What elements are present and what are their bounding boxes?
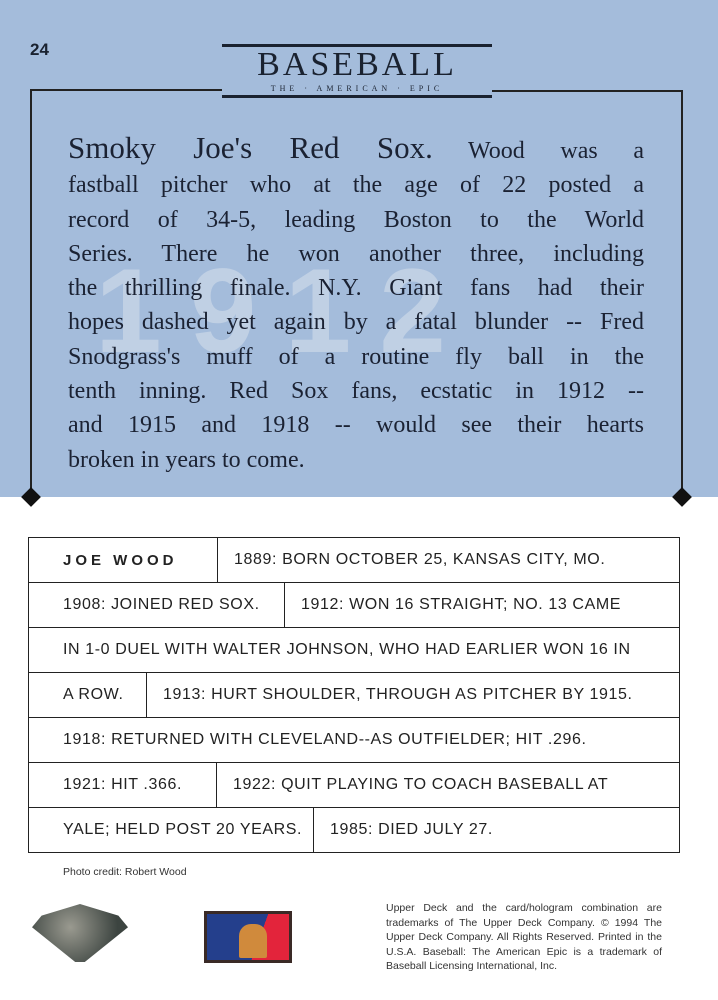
- player-name: JOE WOOD: [63, 551, 178, 569]
- story-line: hopes dashed yet again by a fatal blunde…: [68, 309, 644, 336]
- timeline-cell: IN 1-0 DUEL WITH WALTER JOHNSON, WHO HAD…: [63, 641, 631, 658]
- timeline-cell: 1918: RETURNED WITH CLEVELAND--AS OUTFIE…: [63, 731, 587, 748]
- year-watermark: 1912: [95, 244, 474, 378]
- timeline-cell: 1921: HIT .366.: [63, 776, 182, 793]
- story-line: the thrilling finale. N.Y. Giant fans ha…: [68, 275, 644, 302]
- story-line: Wood was a: [432, 138, 644, 164]
- timeline-row: JOE WOOD 1889: BORN OCTOBER 25, KANSAS C…: [29, 538, 679, 583]
- timeline-row: 1921: HIT .366. 1922: QUIT PLAYING TO CO…: [29, 763, 679, 808]
- frame-line-left: [30, 89, 222, 91]
- timeline-cell: A ROW.: [63, 686, 124, 703]
- baseball-logo: BASEBALL THE · AMERICAN · EPIC: [220, 44, 494, 104]
- timeline-row: IN 1-0 DUEL WITH WALTER JOHNSON, WHO HAD…: [29, 628, 679, 673]
- story-line: broken in years to come.: [68, 446, 305, 473]
- timeline-cell: 1913: HURT SHOULDER, THROUGH AS PITCHER …: [146, 673, 679, 717]
- timeline-row: 1908: JOINED RED SOX. 1912: WON 16 STRAI…: [29, 583, 679, 628]
- story-line: record of 34-5, leading Boston to the Wo…: [68, 206, 644, 233]
- timeline-cell: YALE; HELD POST 20 YEARS.: [63, 821, 303, 838]
- timeline-row: A ROW. 1913: HURT SHOULDER, THROUGH AS P…: [29, 673, 679, 718]
- photo-credit: Photo credit: Robert Wood: [63, 866, 187, 878]
- timeline-table: JOE WOOD 1889: BORN OCTOBER 25, KANSAS C…: [28, 537, 680, 853]
- story-line: Snodgrass's muff of a routine fly ball i…: [68, 343, 644, 370]
- story-line: and 1915 and 1918 -- would see their hea…: [68, 412, 644, 439]
- hologram-icon: [32, 904, 128, 962]
- story-text: Smoky Joe's Red Sox. Wood was a fastball…: [68, 130, 644, 477]
- timeline-row: 1918: RETURNED WITH CLEVELAND--AS OUTFIE…: [29, 718, 679, 763]
- timeline-cell: 1912: WON 16 STRAIGHT; NO. 13 CAME: [284, 583, 679, 627]
- frame-side-left: [30, 89, 32, 497]
- mlb-logo-icon: [204, 911, 292, 963]
- story-line: Series. There he won another three, incl…: [68, 240, 644, 267]
- card-number: 24: [30, 40, 49, 59]
- story-line: tenth inning. Red Sox fans, ecstatic in …: [68, 378, 644, 405]
- timeline-cell: 1985: DIED JULY 27.: [313, 808, 679, 852]
- frame-line-right: [492, 90, 682, 92]
- timeline-cell: 1922: QUIT PLAYING TO COACH BASEBALL AT: [216, 763, 679, 807]
- logo-subtitle: THE · AMERICAN · EPIC: [270, 84, 444, 93]
- legal-text: Upper Deck and the card/hologram combina…: [386, 902, 662, 972]
- logo-title: BASEBALL: [257, 46, 457, 83]
- timeline-cell: 1908: JOINED RED SOX.: [63, 596, 260, 613]
- timeline-row: YALE; HELD POST 20 YEARS. 1985: DIED JUL…: [29, 808, 679, 853]
- story-headline: Smoky Joe's Red Sox.: [68, 130, 433, 165]
- blue-panel: [0, 0, 718, 497]
- frame-side-right: [681, 90, 683, 497]
- story-line: fastball pitcher who at the age of 22 po…: [68, 172, 644, 199]
- timeline-cell: 1889: BORN OCTOBER 25, KANSAS CITY, MO.: [217, 538, 679, 582]
